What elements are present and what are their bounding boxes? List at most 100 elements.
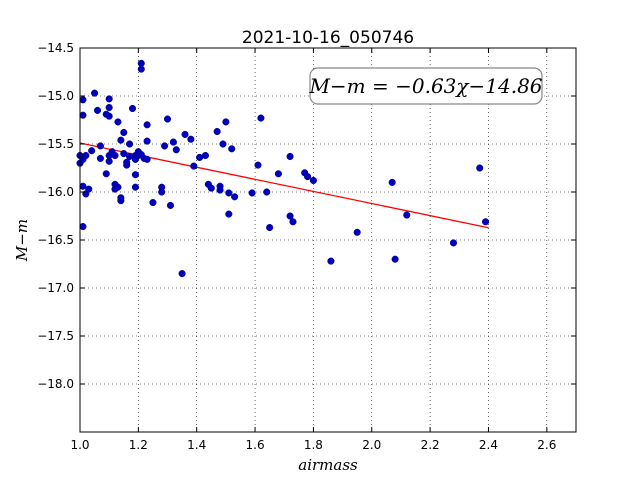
data-point: [128, 104, 137, 113]
data-point: [248, 189, 256, 197]
data-point: [96, 142, 104, 150]
data-point: [263, 188, 271, 196]
data-point: [114, 118, 122, 126]
data-point: [111, 151, 119, 160]
fit-equation-annotation: M−m = −0.63χ−14.86: [308, 74, 542, 98]
data-point: [219, 140, 227, 148]
chart-title: 2021-10-16_050746: [242, 28, 414, 48]
x-tick-label: 2.0: [362, 438, 381, 452]
data-point: [166, 201, 174, 209]
data-point: [286, 212, 294, 220]
data-point: [79, 223, 87, 231]
data-point: [163, 115, 172, 123]
data-point: [216, 186, 224, 194]
data-point: [117, 136, 125, 144]
data-point: [143, 121, 151, 129]
data-point: [391, 255, 399, 263]
data-point: [228, 145, 236, 153]
y-tick-label: −16.0: [37, 185, 74, 199]
data-point: [403, 211, 411, 219]
x-tick-labels: 1.0 1.2 1.4 1.6 1.8 2.0 2.2 2.4 2.6: [70, 438, 556, 452]
axis-ticks: [79, 47, 576, 432]
x-tick-label: 1.0: [70, 438, 89, 452]
annotation-box-frame: [309, 67, 543, 105]
data-point: [257, 114, 265, 122]
data-point: [190, 162, 198, 170]
data-point: [79, 96, 87, 104]
data-point: [79, 111, 87, 119]
x-tick-label: 2.2: [421, 438, 440, 452]
data-point: [286, 152, 294, 161]
data-point: [88, 147, 96, 155]
data-point: [143, 155, 151, 163]
data-point: [102, 170, 110, 178]
data-point: [225, 189, 233, 197]
y-tick-label: −17.5: [37, 329, 74, 343]
data-point: [289, 218, 297, 226]
data-point: [388, 178, 396, 186]
data-point: [79, 182, 87, 190]
data-point: [225, 210, 233, 218]
x-tick-label: 1.4: [187, 438, 206, 452]
y-tick-label: −15.5: [37, 137, 74, 151]
data-point: [172, 146, 180, 154]
data-point: [327, 257, 335, 265]
data-point: [254, 161, 262, 169]
data-point: [126, 152, 134, 161]
data-point: [309, 176, 317, 185]
y-tick-label: −18.0: [37, 377, 74, 391]
x-tick-label: 1.8: [304, 438, 323, 452]
data-point: [476, 164, 484, 172]
y-tick-label: −14.5: [37, 41, 74, 55]
data-point: [131, 183, 139, 191]
data-point: [105, 112, 113, 120]
fit-annotation-box: M−m = −0.63χ−14.86: [308, 67, 543, 105]
data-point: [161, 142, 169, 150]
x-tick-label: 1.6: [246, 438, 265, 452]
data-point: [201, 151, 210, 160]
data-point: [114, 183, 122, 191]
data-point: [178, 270, 186, 278]
x-tick-label: 2.6: [537, 438, 556, 452]
data-point: [266, 223, 274, 232]
data-point: [158, 188, 166, 196]
data-point: [123, 161, 131, 169]
y-tick-label: −17.0: [37, 281, 74, 295]
data-point: [181, 130, 189, 138]
data-point: [274, 170, 282, 178]
data-point: [482, 218, 490, 226]
data-point: [187, 135, 195, 143]
data-point: [91, 89, 99, 97]
data-point: [143, 137, 151, 145]
data-point: [85, 185, 93, 193]
data-point: [96, 154, 104, 162]
data-point: [82, 151, 90, 160]
data-point: [93, 106, 102, 114]
data-point: [213, 127, 221, 136]
y-tick-label: −15.0: [37, 89, 74, 103]
data-point: [207, 184, 215, 192]
data-point: [169, 138, 177, 146]
data-point: [149, 199, 157, 207]
data-point: [120, 128, 128, 137]
data-point: [449, 239, 458, 247]
data-point: [105, 103, 113, 112]
y-tick-labels: −14.5 −15.0 −15.5 −16.0 −16.5 −17.0 −17.5 −18.0: [37, 41, 74, 391]
data-point: [353, 228, 361, 236]
data-point: [105, 95, 113, 103]
data-point: [137, 65, 145, 73]
y-axis-label: M−m: [13, 219, 31, 262]
x-tick-label: 2.4: [479, 438, 498, 452]
data-point: [231, 193, 239, 201]
data-point: [222, 118, 230, 126]
data-point: [120, 150, 128, 158]
y-tick-label: −16.5: [37, 233, 74, 247]
grid-lines: [79, 47, 576, 432]
data-point: [304, 173, 312, 181]
data-point: [126, 140, 134, 148]
data-points: [76, 59, 490, 278]
x-axis-label: airmass: [298, 456, 358, 474]
data-point: [131, 171, 139, 179]
data-point: [117, 197, 125, 205]
